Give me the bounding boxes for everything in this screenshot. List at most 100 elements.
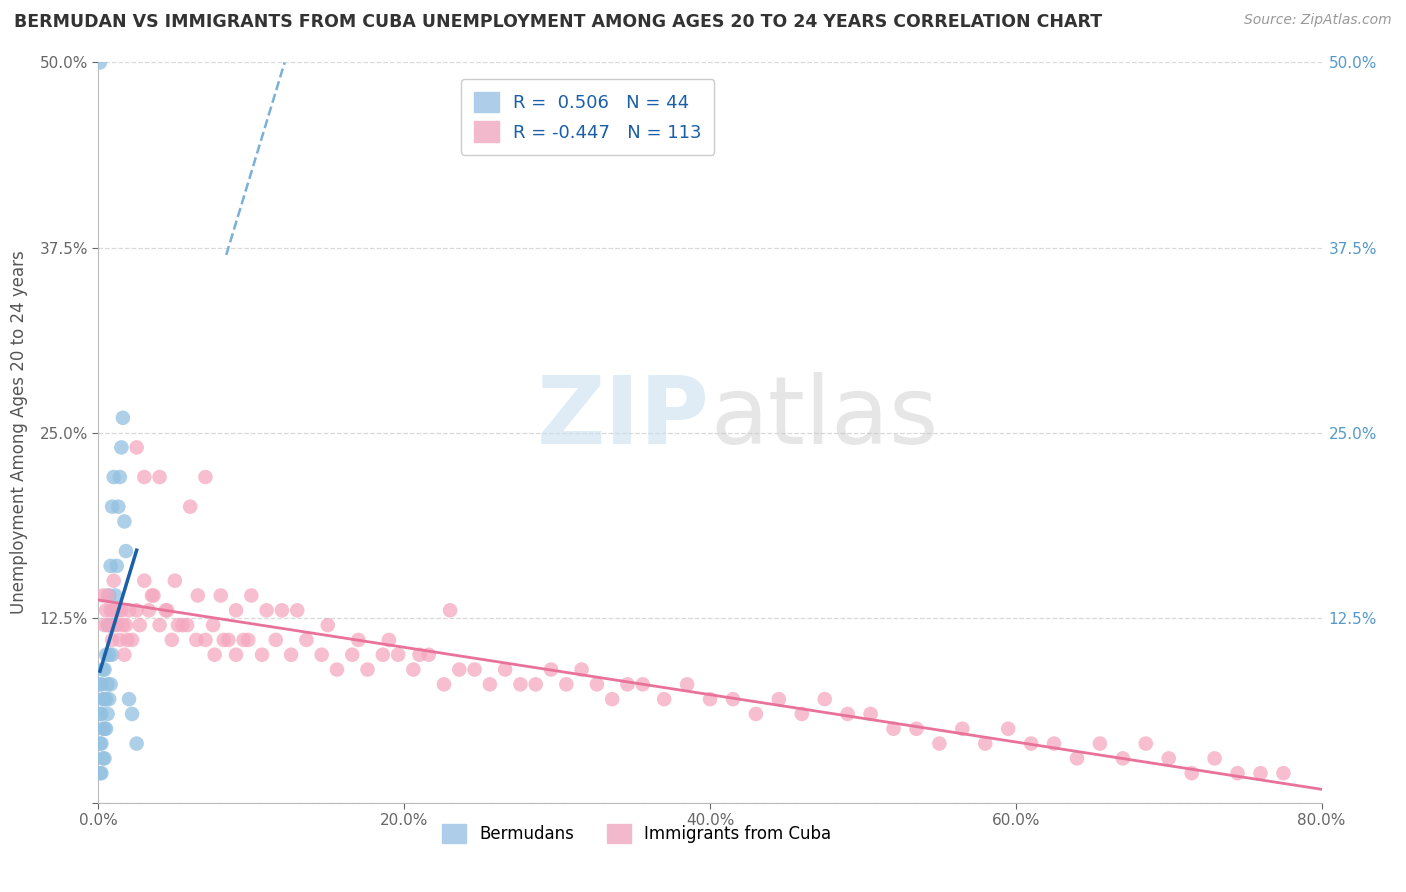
Point <box>138 603 160 617</box>
Point <box>768 692 790 706</box>
Point <box>494 663 516 677</box>
Text: ZIP: ZIP <box>537 372 710 464</box>
Point <box>209 589 232 603</box>
Point <box>464 663 486 677</box>
Point <box>108 632 131 647</box>
Point <box>105 618 128 632</box>
Point <box>408 648 430 662</box>
Text: Source: ZipAtlas.com: Source: ZipAtlas.com <box>1244 13 1392 28</box>
Point <box>89 706 111 721</box>
Point <box>974 737 997 751</box>
Point <box>125 441 148 455</box>
Point <box>378 632 401 647</box>
Point <box>94 603 117 617</box>
Point <box>125 603 148 617</box>
Point <box>167 618 190 632</box>
Point <box>91 722 114 736</box>
Point <box>98 618 121 632</box>
Point <box>555 677 578 691</box>
Point <box>371 648 394 662</box>
Point <box>204 648 226 662</box>
Point <box>342 648 364 662</box>
Point <box>509 677 531 691</box>
Point <box>160 632 183 647</box>
Point <box>93 751 115 765</box>
Point <box>232 632 254 647</box>
Point <box>478 677 501 691</box>
Point <box>111 618 134 632</box>
Point <box>250 648 273 662</box>
Point <box>97 677 120 691</box>
Point <box>631 677 654 691</box>
Point <box>94 648 117 662</box>
Point <box>103 574 125 588</box>
Point <box>1043 737 1066 751</box>
Point <box>91 663 114 677</box>
Point <box>600 692 623 706</box>
Point <box>1066 751 1088 765</box>
Point <box>240 589 263 603</box>
Point <box>280 648 302 662</box>
Point <box>1019 737 1042 751</box>
Point <box>91 692 114 706</box>
Point <box>439 603 461 617</box>
Point <box>91 751 114 765</box>
Point <box>1088 737 1111 751</box>
Point <box>950 722 973 736</box>
Point <box>141 589 163 603</box>
Point <box>121 706 143 721</box>
Point <box>256 603 278 617</box>
Point <box>172 618 194 632</box>
Point <box>115 618 138 632</box>
Point <box>93 692 115 706</box>
Point <box>790 706 813 721</box>
Point <box>134 574 156 588</box>
Point <box>155 603 177 617</box>
Point <box>107 603 129 617</box>
Point <box>186 632 208 647</box>
Point <box>676 677 699 691</box>
Point <box>1249 766 1271 780</box>
Point <box>311 648 333 662</box>
Point <box>187 589 209 603</box>
Point <box>586 677 609 691</box>
Point <box>128 618 150 632</box>
Point <box>149 618 172 632</box>
Point <box>103 470 125 484</box>
Point <box>98 692 121 706</box>
Point <box>115 544 138 558</box>
Point <box>121 632 143 647</box>
Point <box>103 618 125 632</box>
Point <box>100 677 122 691</box>
Point <box>1204 751 1226 765</box>
Text: atlas: atlas <box>710 372 938 464</box>
Point <box>217 632 239 647</box>
Point <box>225 648 247 662</box>
Point <box>90 706 112 721</box>
Point <box>837 706 859 721</box>
Point <box>98 648 121 662</box>
Point <box>91 589 114 603</box>
Point <box>295 632 318 647</box>
Point <box>883 722 905 736</box>
Point <box>100 618 122 632</box>
Point <box>202 618 225 632</box>
Point <box>94 692 117 706</box>
Point <box>112 515 135 529</box>
Point <box>524 677 547 691</box>
Point <box>449 663 471 677</box>
Point <box>194 632 217 647</box>
Point <box>163 574 186 588</box>
Point <box>89 737 111 751</box>
Point <box>105 558 128 573</box>
Point <box>194 470 217 484</box>
Point <box>100 558 122 573</box>
Point <box>149 470 172 484</box>
Point <box>107 500 129 514</box>
Point <box>745 706 768 721</box>
Point <box>928 737 950 751</box>
Point <box>238 632 260 647</box>
Point <box>316 618 339 632</box>
Point <box>93 663 115 677</box>
Point <box>97 589 120 603</box>
